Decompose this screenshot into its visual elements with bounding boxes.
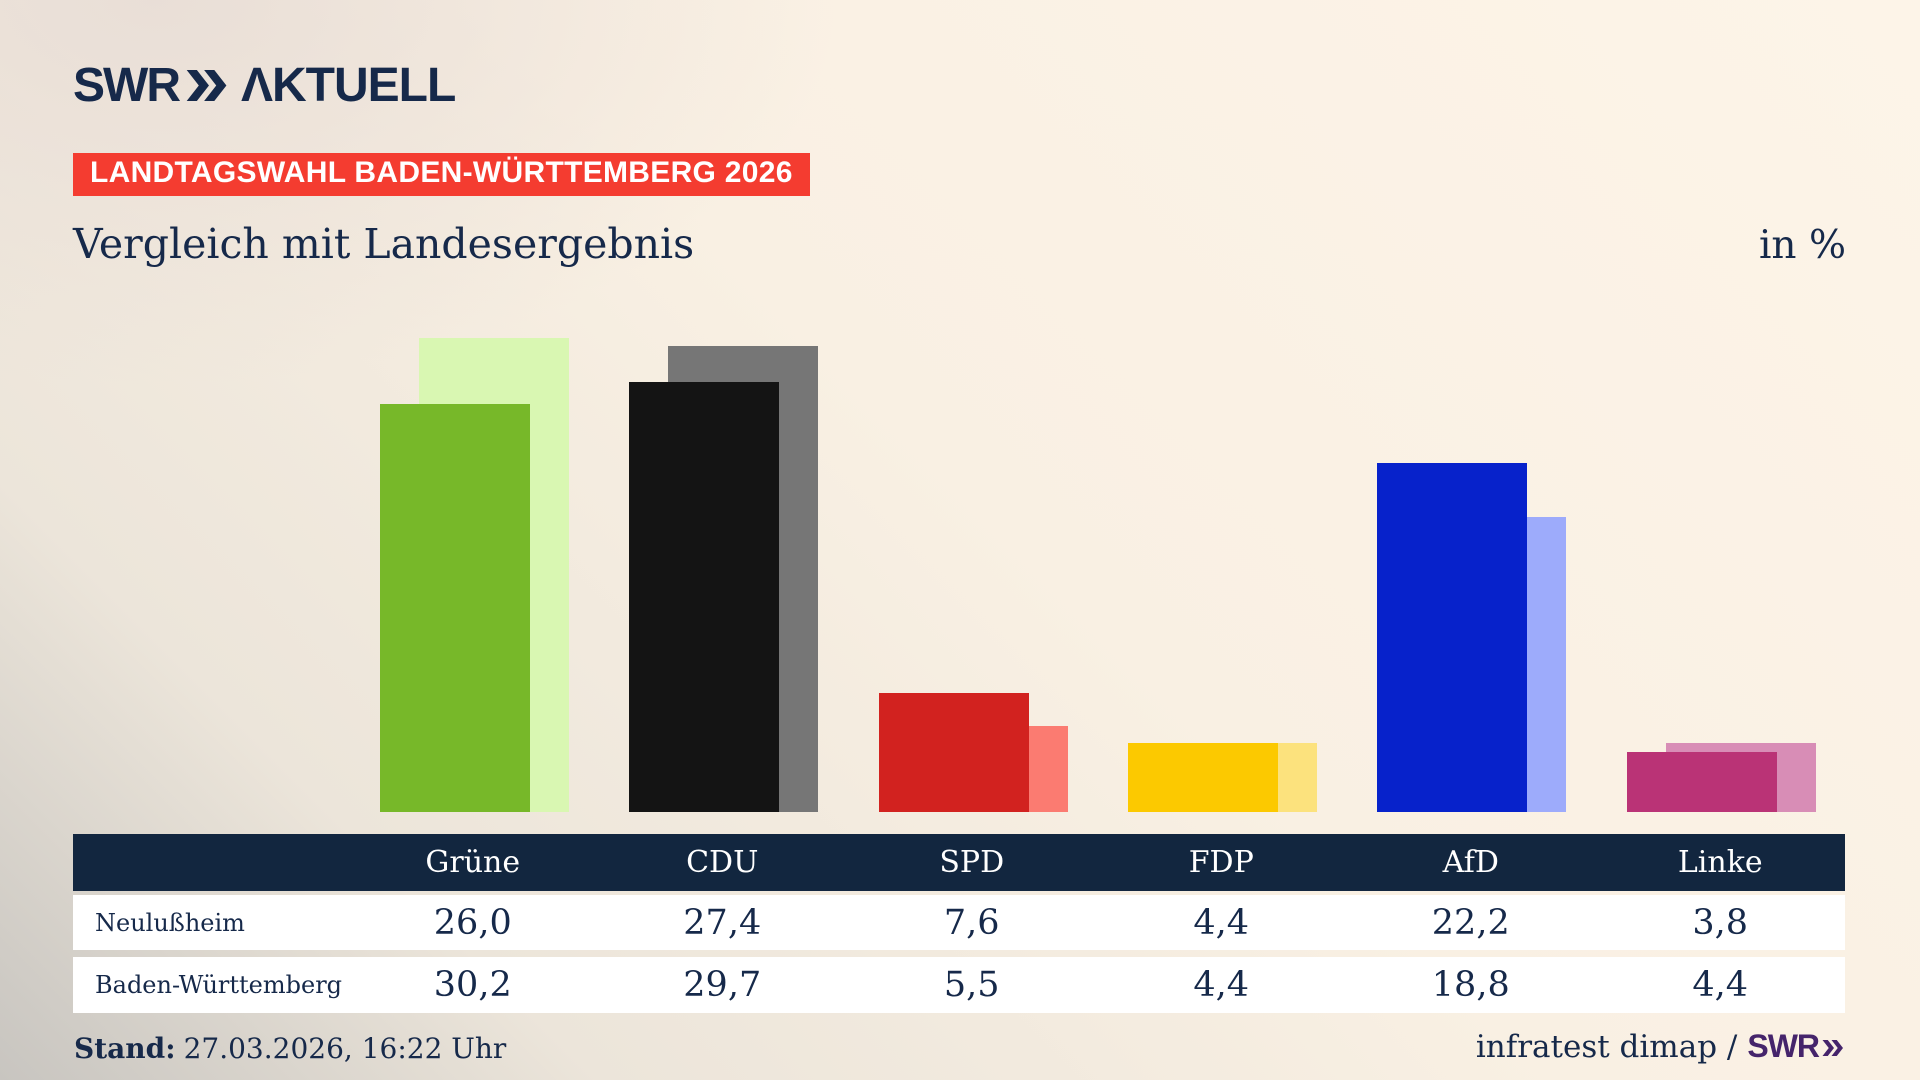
table-header-linke: Linke [1677, 845, 1763, 880]
timestamp-label: Stand: [74, 1032, 176, 1065]
bar-chart [380, 0, 1816, 812]
table-header-row: Grüne CDU SPD FDP AfD Linke [73, 834, 1845, 891]
value-baden-w-rttemberg-cdu: 29,7 [683, 965, 762, 1005]
value-baden-w-rttemberg-linke: 4,4 [1692, 965, 1749, 1005]
chart-group-afd [1377, 0, 1566, 812]
table-header-afd: AfD [1442, 845, 1499, 880]
table-header-gr-ne: Grüne [425, 845, 521, 880]
unit-label: in % [1758, 223, 1846, 268]
source-swr-text: SWR [1747, 1028, 1820, 1064]
logo-aktuell-text: ΛKTUELL [240, 59, 456, 112]
row-label-baden-w-rttemberg: Baden-Württemberg [95, 971, 343, 999]
bar-neulu-heim-cdu [629, 382, 779, 812]
value-neulu-heim-cdu: 27,4 [683, 902, 762, 943]
table-header-spd: SPD [939, 845, 1005, 880]
row-label-neulu-heim: Neulußheim [95, 908, 245, 937]
value-neulu-heim-fdp: 4,4 [1193, 902, 1250, 943]
chart-group-gr-ne [380, 0, 569, 812]
timestamp: Stand: 27.03.2026, 16:22 Uhr [74, 1032, 506, 1065]
table-row-baden-wuerttemberg: Baden-Württemberg 30,2 29,7 5,5 4,4 18,8 4,4 [73, 957, 1845, 1013]
bar-neulu-heim-spd [879, 693, 1029, 812]
results-table: Grüne CDU SPD FDP AfD Linke Neulußheim 26,0 27,… [73, 834, 1845, 1013]
chart-group-fdp [1128, 0, 1317, 812]
chart-group-linke [1627, 0, 1816, 812]
bar-neulu-heim-linke [1627, 752, 1777, 812]
election-badge: LANDTAGSWAHL BADEN-WÜRTTEMBERG 2026 [73, 153, 810, 196]
chart-group-spd [879, 0, 1068, 812]
value-baden-w-rttemberg-spd: 5,5 [943, 965, 1000, 1005]
source-swr-brand: SWR [1747, 1028, 1845, 1065]
bar-neulu-heim-afd [1377, 463, 1527, 812]
value-neulu-heim-spd: 7,6 [943, 902, 1000, 943]
source-attribution: infratest dimap / SWR [1476, 1028, 1845, 1065]
value-baden-w-rttemberg-afd: 18,8 [1431, 965, 1510, 1005]
value-baden-w-rttemberg-fdp: 4,4 [1193, 965, 1250, 1005]
chart-group-cdu [629, 0, 818, 812]
double-chevron-icon [185, 69, 231, 106]
chart-title: Vergleich mit Landesergebnis [73, 220, 695, 268]
bar-neulu-heim-gr-ne [380, 404, 530, 812]
value-neulu-heim-afd: 22,2 [1431, 902, 1510, 943]
bar-neulu-heim-fdp [1128, 743, 1278, 812]
value-neulu-heim-gr-ne: 26,0 [433, 902, 512, 943]
value-neulu-heim-linke: 3,8 [1692, 902, 1749, 943]
double-chevron-icon [1822, 1040, 1843, 1056]
table-row-neulussheim: Neulußheim 26,0 27,4 7,6 4,4 22,2 3,8 [73, 895, 1845, 950]
logo-swr-text: SWR [73, 59, 181, 112]
swr-aktuell-logo: SWR ΛKTUELL [73, 58, 456, 113]
table-header-fdp: FDP [1188, 845, 1254, 880]
value-baden-w-rttemberg-gr-ne: 30,2 [433, 965, 512, 1005]
table-header-cdu: CDU [686, 845, 759, 880]
timestamp-value: 27.03.2026, 16:22 Uhr [183, 1032, 507, 1065]
source-text: infratest dimap / [1475, 1028, 1738, 1065]
